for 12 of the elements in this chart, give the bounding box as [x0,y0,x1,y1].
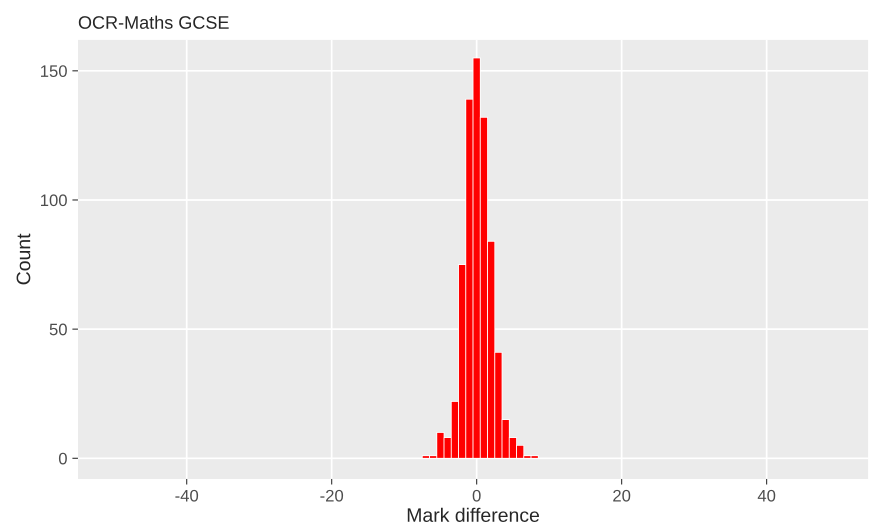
x-tick-label: -40 [175,490,198,502]
x-tick-label: 20 [613,490,630,502]
x-axis-title: Mark difference [408,508,540,522]
x-tick-label: 40 [758,490,776,502]
x-tick-label: 0 [472,490,481,502]
y-tick-label: 150 [41,65,67,78]
y-tick-label: 50 [50,324,67,336]
y-axis-title: Count [16,234,30,284]
y-tick-label: 0 [58,452,67,464]
x-tick-label: -20 [320,490,344,502]
chart-title: OCR-Maths GCSE [78,16,229,29]
y-tick-label: 100 [41,194,67,206]
